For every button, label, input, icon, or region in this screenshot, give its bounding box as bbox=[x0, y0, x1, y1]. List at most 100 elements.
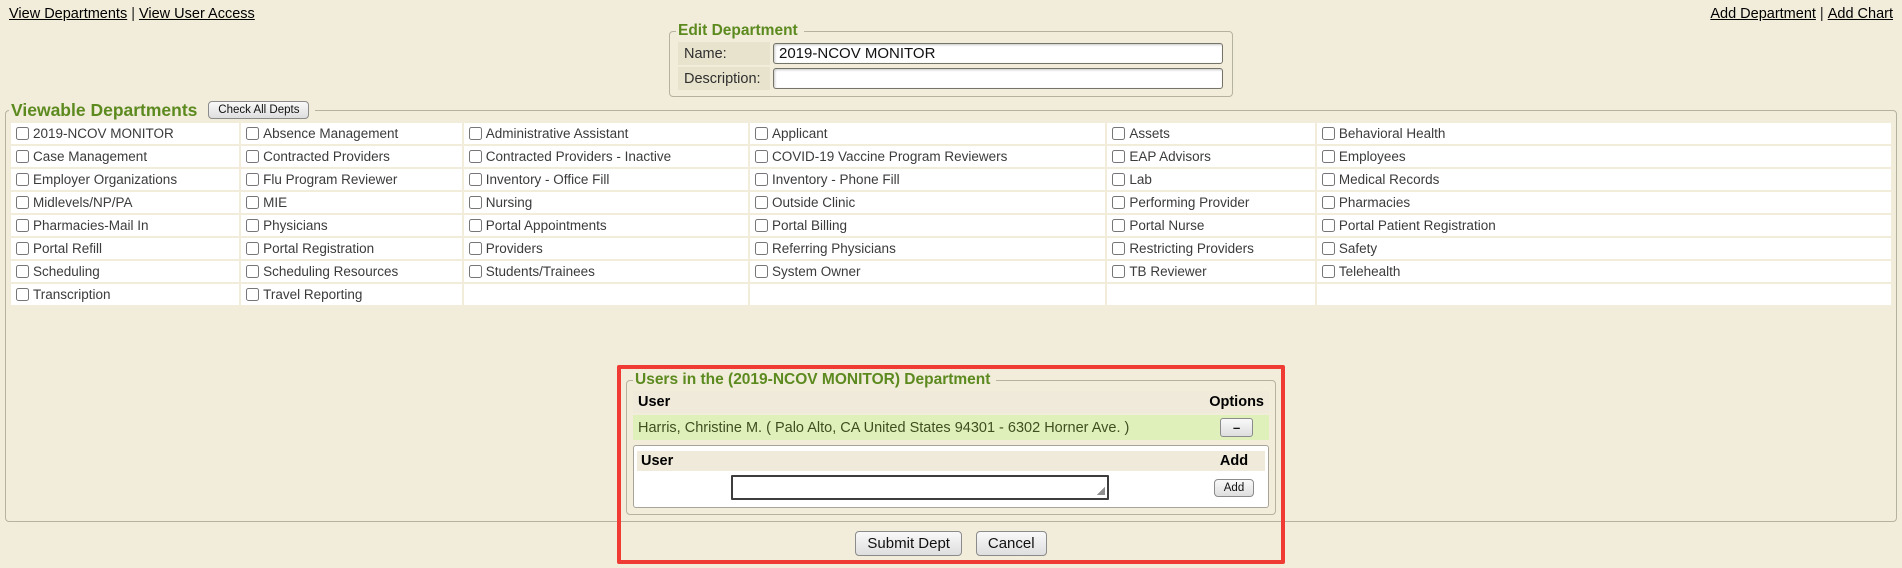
dept-checkbox[interactable] bbox=[16, 242, 29, 255]
dept-checkbox[interactable] bbox=[1112, 150, 1126, 163]
dept-checkbox[interactable] bbox=[16, 288, 29, 301]
dept-cell: TB Reviewer bbox=[1107, 261, 1315, 282]
remove-user-button[interactable]: – bbox=[1219, 418, 1254, 437]
dept-checkbox[interactable] bbox=[755, 196, 769, 209]
link-separator: | bbox=[1819, 6, 1824, 22]
cancel-button[interactable]: Cancel bbox=[975, 531, 1047, 556]
dept-checkbox[interactable] bbox=[1321, 173, 1335, 186]
dept-checkbox-label: Portal Registration bbox=[263, 241, 375, 256]
dept-cell: Contracted Providers - Inactive bbox=[463, 146, 749, 167]
dept-checkbox[interactable] bbox=[1321, 219, 1335, 232]
dept-checkbox[interactable] bbox=[1321, 196, 1335, 209]
submit-dept-button[interactable]: Submit Dept bbox=[855, 531, 962, 556]
dept-checkbox[interactable] bbox=[755, 265, 769, 278]
viewable-departments-fieldset: Viewable Departments Check All Depts 201… bbox=[5, 100, 1897, 522]
dept-checkbox-label: Performing Provider bbox=[1129, 195, 1250, 210]
check-all-depts-button[interactable]: Check All Depts bbox=[208, 101, 310, 119]
description-label: Description: bbox=[678, 67, 770, 90]
dept-grid: 2019-NCOV MONITOR Absence Management Admin… bbox=[9, 121, 1893, 307]
dept-checkbox[interactable] bbox=[16, 173, 29, 186]
dept-checkbox[interactable] bbox=[1112, 173, 1126, 186]
dept-checkbox[interactable] bbox=[755, 150, 769, 163]
dept-checkbox[interactable] bbox=[755, 127, 769, 140]
add-user-input[interactable] bbox=[731, 475, 1109, 500]
dept-cell bbox=[750, 284, 1106, 305]
dept-checkbox-label: Pharmacies-Mail In bbox=[33, 218, 149, 233]
dept-checkbox[interactable] bbox=[246, 127, 260, 140]
dept-checkbox-label: Nursing bbox=[485, 195, 533, 210]
dept-checkbox[interactable] bbox=[1112, 127, 1126, 140]
dept-cell: Absence Management bbox=[241, 123, 462, 144]
dept-cell: Portal Patient Registration bbox=[1316, 215, 1891, 236]
dept-checkbox[interactable] bbox=[468, 242, 482, 255]
dept-checkbox[interactable] bbox=[468, 173, 482, 186]
dept-checkbox[interactable] bbox=[1112, 219, 1126, 232]
dept-checkbox[interactable] bbox=[246, 242, 260, 255]
dept-checkbox[interactable] bbox=[246, 288, 260, 301]
dept-cell: Portal Nurse bbox=[1107, 215, 1315, 236]
dept-checkbox-label: Scheduling bbox=[33, 264, 100, 279]
dept-cell: Nursing bbox=[463, 192, 749, 213]
dept-checkbox[interactable] bbox=[468, 196, 482, 209]
dept-cell: Flu Program Reviewer bbox=[241, 169, 462, 190]
view-user-access-link[interactable]: View User Access bbox=[138, 6, 255, 22]
description-field[interactable] bbox=[773, 68, 1223, 89]
dept-checkbox-label: Portal Billing bbox=[772, 218, 848, 233]
dept-checkbox-label: Employer Organizations bbox=[33, 172, 178, 187]
dept-checkbox[interactable] bbox=[1112, 196, 1126, 209]
add-user-table-header: User Add bbox=[637, 451, 1265, 471]
dept-checkbox[interactable] bbox=[1321, 127, 1335, 140]
dept-checkbox[interactable] bbox=[16, 265, 29, 278]
dept-cell: Medical Records bbox=[1316, 169, 1891, 190]
viewable-departments-legend: Viewable Departments Check All Depts bbox=[9, 100, 315, 121]
dept-checkbox[interactable] bbox=[246, 265, 260, 278]
dept-checkbox[interactable] bbox=[468, 127, 482, 140]
dept-checkbox[interactable] bbox=[246, 150, 260, 163]
dept-checkbox[interactable] bbox=[16, 219, 29, 232]
dept-checkbox[interactable] bbox=[468, 219, 482, 232]
dept-checkbox[interactable] bbox=[468, 265, 482, 278]
dept-checkbox[interactable] bbox=[16, 127, 29, 140]
dept-cell: Restricting Providers bbox=[1107, 238, 1315, 259]
dept-checkbox[interactable] bbox=[1321, 265, 1335, 278]
dept-cell: MIE bbox=[241, 192, 462, 213]
dept-checkbox[interactable] bbox=[1321, 150, 1335, 163]
view-departments-link[interactable]: View Departments bbox=[9, 6, 128, 22]
dept-checkbox[interactable] bbox=[1112, 265, 1126, 278]
add-department-link[interactable]: Add Department bbox=[1710, 6, 1816, 22]
dept-checkbox-label: Portal Refill bbox=[33, 241, 103, 256]
add-column-header: Add bbox=[1203, 451, 1265, 471]
dept-checkbox-label: Contracted Providers - Inactive bbox=[485, 149, 672, 164]
dept-checkbox[interactable] bbox=[246, 219, 260, 232]
dept-checkbox[interactable] bbox=[246, 196, 260, 209]
dept-cell: Contracted Providers bbox=[241, 146, 462, 167]
dept-checkbox-label: Portal Patient Registration bbox=[1338, 218, 1496, 233]
dept-checkbox-label: Telehealth bbox=[1338, 264, 1401, 279]
dept-grid-row: Portal Refill Portal Registration Provider… bbox=[11, 238, 1891, 259]
dept-checkbox[interactable] bbox=[246, 173, 260, 186]
users-dept-fieldset: Users in the (2019-NCOV MONITOR) Departm… bbox=[626, 371, 1276, 515]
name-field[interactable] bbox=[773, 43, 1223, 64]
dept-checkbox-label: Restricting Providers bbox=[1129, 241, 1254, 256]
dept-checkbox[interactable] bbox=[755, 173, 769, 186]
dept-checkbox-label: MIE bbox=[263, 195, 288, 210]
dept-checkbox[interactable] bbox=[1112, 242, 1126, 255]
dept-checkbox[interactable] bbox=[16, 196, 29, 209]
dept-cell: Inventory - Phone Fill bbox=[750, 169, 1106, 190]
dept-cell: System Owner bbox=[750, 261, 1106, 282]
dept-checkbox[interactable] bbox=[755, 242, 769, 255]
dept-grid-row: Midlevels/NP/PA MIE Nursing Outside Clinic P… bbox=[11, 192, 1891, 213]
add-user-button[interactable]: Add bbox=[1213, 479, 1255, 497]
edit-department-table: Name: Description: bbox=[676, 40, 1226, 92]
name-row: Name: bbox=[678, 42, 1224, 65]
dept-checkbox[interactable] bbox=[755, 219, 769, 232]
dept-cell: Referring Physicians bbox=[750, 238, 1106, 259]
dept-checkbox[interactable] bbox=[468, 150, 482, 163]
dept-checkbox-label: COVID-19 Vaccine Program Reviewers bbox=[772, 149, 1008, 164]
dept-checkbox[interactable] bbox=[16, 150, 29, 163]
user-column-header: User bbox=[633, 391, 1205, 413]
add-chart-link[interactable]: Add Chart bbox=[1827, 6, 1893, 22]
dept-grid-body: 2019-NCOV MONITOR Absence Management Admin… bbox=[11, 123, 1891, 305]
dept-grid-row: Employer Organizations Flu Program Review… bbox=[11, 169, 1891, 190]
dept-checkbox[interactable] bbox=[1321, 242, 1335, 255]
